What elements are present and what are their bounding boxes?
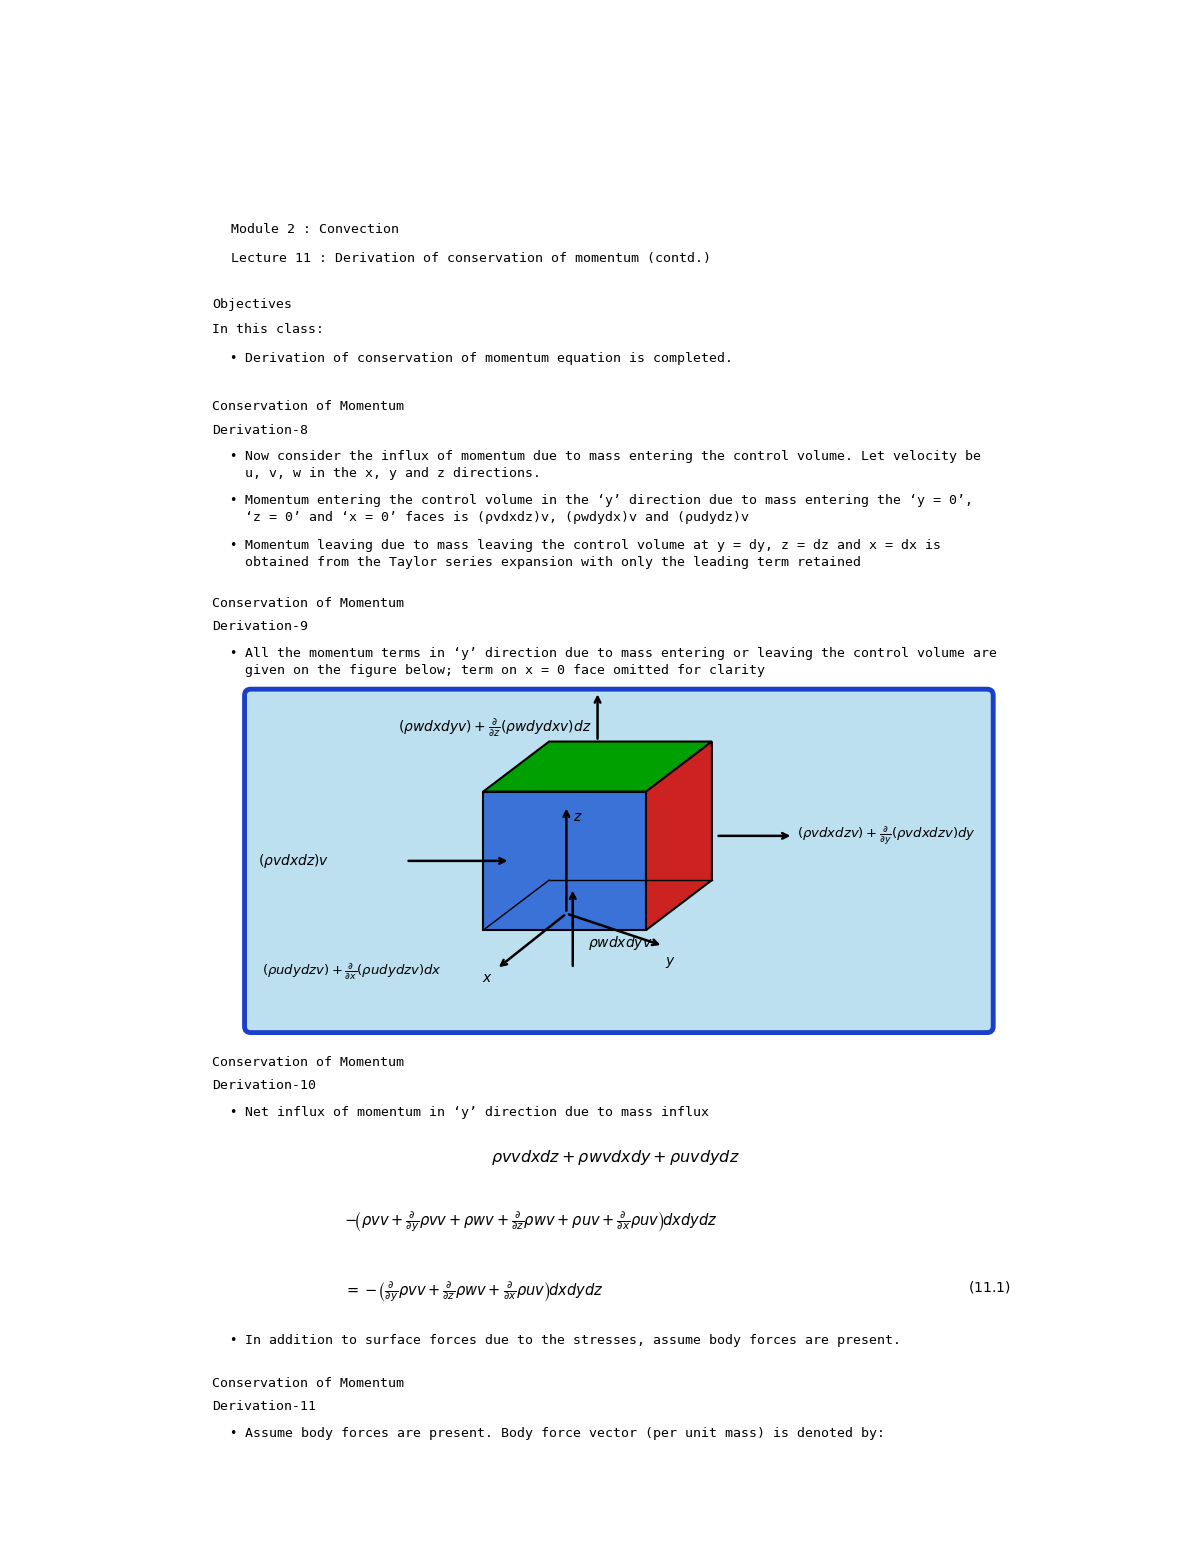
Text: Derivation of conservation of momentum equation is completed.: Derivation of conservation of momentum e… [245,353,732,365]
Text: $(\rho wdxdyv) + \frac{\partial}{\partial z}(\rho wdydxv)dz$: $(\rho wdxdyv) + \frac{\partial}{\partia… [398,717,592,739]
Text: $(\rho udydzv) + \frac{\partial}{\partial x}(\rho udydzv)dx$: $(\rho udydzv) + \frac{\partial}{\partia… [263,961,442,981]
Text: Assume body forces are present. Body force vector (per unit mass) is denoted by:: Assume body forces are present. Body for… [245,1427,884,1440]
Text: In this class:: In this class: [212,323,324,337]
Text: Momentum entering the control volume in the ‘y’ direction due to mass entering t: Momentum entering the control volume in … [245,494,972,525]
Text: •: • [229,1106,236,1118]
Text: Module 2 : Convection: Module 2 : Convection [232,224,400,236]
Text: •: • [229,1427,236,1440]
Text: •: • [229,353,236,365]
Text: •: • [229,539,236,551]
Text: Derivation-11: Derivation-11 [212,1399,316,1413]
Text: Conservation of Momentum: Conservation of Momentum [212,1378,404,1390]
Text: Derivation-10: Derivation-10 [212,1079,316,1092]
Text: Derivation-9: Derivation-9 [212,620,308,634]
Text: Conservation of Momentum: Conservation of Momentum [212,596,404,610]
Text: •: • [229,646,236,660]
Text: x: x [482,971,491,985]
Text: $\rho wdxdyv$: $\rho wdxdyv$ [588,933,653,952]
Text: •: • [229,1334,236,1348]
Text: Now consider the influx of momentum due to mass entering the control volume. Let: Now consider the influx of momentum due … [245,450,980,480]
Text: $-\!\left(\rho vv+\frac{\partial}{\partial y}\rho vv+\rho wv+\frac{\partial}{\pa: $-\!\left(\rho vv+\frac{\partial}{\parti… [343,1210,718,1235]
Text: Net influx of momentum in ‘y’ direction due to mass influx: Net influx of momentum in ‘y’ direction … [245,1106,708,1118]
Text: Derivation-8: Derivation-8 [212,424,308,436]
Text: $= -\!\left(\frac{\partial}{\partial y}\rho vv+\frac{\partial}{\partial z}\rho w: $= -\!\left(\frac{\partial}{\partial y}\… [343,1280,604,1305]
Polygon shape [484,792,646,930]
Text: Conservation of Momentum: Conservation of Momentum [212,1056,404,1068]
Text: $(11.1)$: $(11.1)$ [967,1280,1010,1295]
Text: Lecture 11 : Derivation of conservation of momentum (contd.): Lecture 11 : Derivation of conservation … [232,252,712,266]
Text: All the momentum terms in ‘y’ direction due to mass entering or leaving the cont: All the momentum terms in ‘y’ direction … [245,646,996,677]
Text: $(\rho vdxdz)v$: $(\rho vdxdz)v$ [258,853,330,870]
Text: In addition to surface forces due to the stresses, assume body forces are presen: In addition to surface forces due to the… [245,1334,900,1348]
Text: •: • [229,450,236,463]
Text: Objectives: Objectives [212,298,292,311]
FancyBboxPatch shape [245,690,994,1033]
Polygon shape [646,741,712,930]
Text: Conservation of Momentum: Conservation of Momentum [212,401,404,413]
Text: y: y [666,954,674,968]
Polygon shape [484,741,712,792]
Text: $\rho vvdxdz + \rho wvdxdy + \rho uvdydz$: $\rho vvdxdz + \rho wvdxdy + \rho uvdydz… [491,1148,739,1168]
Text: $(\rho vdxdzv) + \frac{\partial}{\partial y}(\rho vdxdzv)dy$: $(\rho vdxdzv) + \frac{\partial}{\partia… [797,825,976,848]
Text: z: z [572,809,580,823]
Text: •: • [229,494,236,508]
Text: Momentum leaving due to mass leaving the control volume at y = dy, z = dz and x : Momentum leaving due to mass leaving the… [245,539,941,568]
